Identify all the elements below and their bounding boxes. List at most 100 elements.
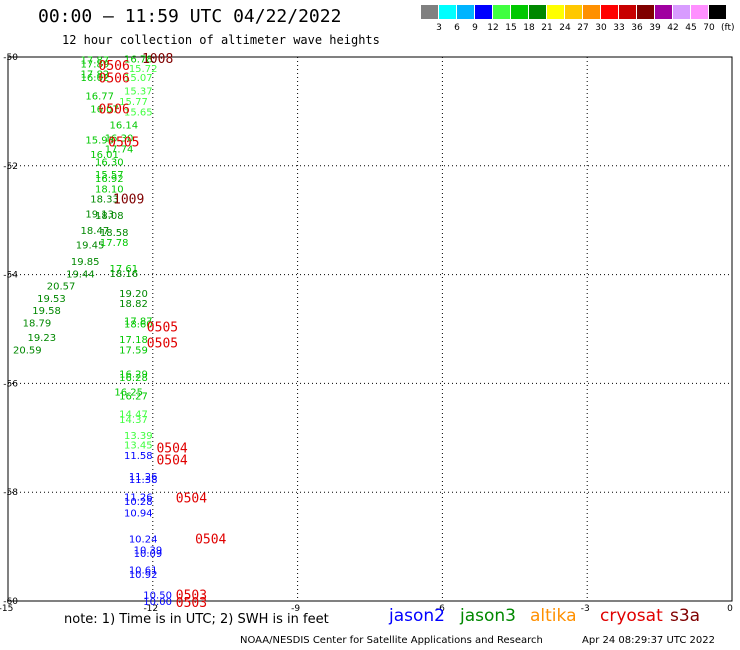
wave-height-point: 11.38 (129, 475, 158, 486)
scale-unit: (ft) (721, 23, 735, 33)
wave-height-point: 19.53 (37, 294, 66, 305)
wave-height-point: 11.26 (129, 472, 158, 483)
wave-height-point: 18.60 (124, 320, 153, 331)
scale-swatch (547, 5, 564, 19)
wave-height-point: 18.33 (90, 194, 119, 205)
scale-label: 18 (523, 23, 535, 33)
wave-height-point: 18.82 (119, 299, 148, 310)
scale-swatch (565, 5, 582, 19)
wave-height-point: 16.78 (124, 55, 153, 66)
wave-height-point: 16.30 (95, 157, 124, 168)
y-tick-label: -56 (3, 379, 18, 389)
wave-height-point: 18.79 (23, 318, 52, 329)
scale-swatch (601, 5, 618, 19)
scale-swatch (457, 5, 474, 19)
scale-label: 45 (685, 23, 697, 33)
y-tick-label: -50 (3, 53, 18, 63)
timestamp: Apr 24 08:29:37 UTC 2022 (582, 635, 715, 646)
pass-time-label: 0506 (99, 103, 130, 118)
scale-label: 21 (541, 23, 553, 33)
wave-height-point: 10.94 (124, 508, 153, 519)
scale-swatch (637, 5, 654, 19)
x-tick-label: 0 (727, 604, 733, 614)
pass-time-label: 0503 (176, 596, 207, 611)
page-title: 00:00 – 11:59 UTC 04/22/2022 (38, 6, 342, 27)
wave-height-point: 19.58 (32, 306, 61, 317)
scale-label: 27 (577, 23, 589, 33)
legend-item-s3a: s3a (670, 606, 701, 626)
wave-height-point: 10.92 (129, 570, 158, 581)
scale-label: 9 (472, 23, 478, 33)
scale-swatch (475, 5, 492, 19)
scale-label: 30 (595, 23, 607, 33)
wave-height-point: 14.47 (119, 409, 148, 420)
scale-label: 33 (613, 23, 625, 33)
wave-height-point: 10.50 (143, 590, 172, 601)
footer-note: note: 1) Time is in UTC; 2) SWH is in fe… (64, 612, 329, 627)
wave-height-point: 16.62 (81, 73, 110, 84)
scale-swatch (655, 5, 672, 19)
scale-swatch (709, 5, 726, 19)
scale-label: 6 (454, 23, 460, 33)
wave-height-point: 15.07 (124, 73, 153, 84)
wave-height-point: 19.44 (66, 270, 95, 281)
wave-height-point: 17.74 (105, 144, 134, 155)
wave-height-point: 14.37 (119, 415, 148, 426)
wave-height-point: 10.24 (129, 534, 158, 545)
wave-height-point: 11.58 (124, 451, 153, 462)
wave-height-point: 19.45 (76, 241, 105, 252)
scale-swatch (529, 5, 546, 19)
wave-height-point: 17.18 (119, 335, 148, 346)
scale-label: 39 (649, 23, 661, 33)
wave-height-point: 19.13 (85, 210, 114, 221)
wave-height-point: 15.37 (124, 87, 153, 98)
legend-item-jason3: jason3 (460, 606, 516, 626)
wave-height-point: 19.85 (71, 257, 100, 268)
scale-swatch (583, 5, 600, 19)
legend-item-altika: altika (530, 606, 577, 626)
scale-label: 3 (436, 23, 442, 33)
credit-line: NOAA/NESDIS Center for Satellite Applica… (240, 635, 543, 646)
wave-height-point: 16.28 (119, 373, 148, 384)
y-tick-label: -58 (3, 488, 18, 498)
wave-height-point: 18.10 (95, 185, 124, 196)
pass-time-label: 0505 (108, 135, 139, 150)
wave-height-point: 16.77 (85, 92, 114, 103)
wave-height-point: 18.16 (110, 269, 139, 280)
wave-height-point: 18.08 (95, 211, 124, 222)
wave-height-point: 15.77 (119, 97, 148, 108)
scale-label: 70 (703, 23, 715, 33)
page-subtitle: 12 hour collection of altimeter wave hei… (62, 33, 380, 47)
pass-time-label: 0503 (176, 588, 207, 603)
scale-label: 36 (631, 23, 643, 33)
scale-swatch (691, 5, 708, 19)
x-tick-label: -12 (143, 604, 158, 614)
wave-height-point: 17.78 (100, 238, 129, 249)
pass-time-label: 0504 (156, 454, 187, 469)
legend-item-jason2: jason2 (389, 606, 445, 626)
wave-height-point: 19.23 (27, 333, 56, 344)
wave-height-point: 10.09 (134, 549, 163, 560)
wave-height-point: 11.26 (124, 493, 153, 504)
wave-height-point: 20.59 (13, 346, 42, 357)
pass-time-label: 0504 (156, 442, 187, 457)
wave-height-point: 15.93 (85, 136, 114, 147)
wave-height-point: 16.92 (95, 174, 124, 185)
pass-time-label: 0506 (99, 59, 130, 74)
wave-height-point: 18.58 (100, 228, 129, 239)
wave-height-point: 10.61 (129, 565, 158, 576)
wave-height-point: 13.45 (124, 440, 153, 451)
y-tick-label: -54 (3, 271, 18, 281)
wave-height-point: 17.87 (124, 316, 153, 327)
wave-height-point: 17.59 (119, 346, 148, 357)
scale-swatch (673, 5, 690, 19)
wave-height-point: 19.20 (119, 289, 148, 300)
wave-height-point: 18.47 (81, 226, 110, 237)
wave-height-point: 16.29 (119, 370, 148, 381)
pass-time-label: 0504 (195, 532, 226, 547)
pass-time-label: 0505 (147, 320, 178, 335)
pass-time-label: 0504 (176, 492, 207, 507)
scale-label: 24 (559, 23, 571, 33)
scale-label: 42 (667, 23, 679, 33)
